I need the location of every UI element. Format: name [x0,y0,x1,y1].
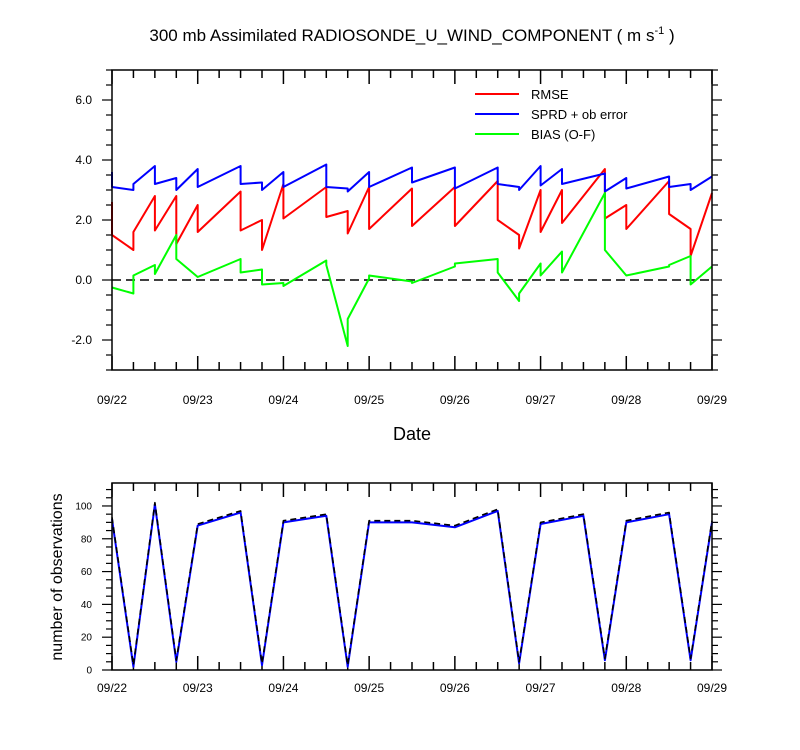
y-tick-label: 60 [81,567,93,578]
x-tick-label: 09/29 [697,393,727,407]
x-tick-label: 09/29 [697,681,727,695]
x-tick-label: 09/24 [268,681,298,695]
y-tick-label: 2.0 [75,213,92,227]
y-tick-label: 80 [81,534,93,545]
x-tick-label: 09/26 [440,681,470,695]
legend-label: BIAS (O-F) [531,127,595,142]
x-tick-label: 09/26 [440,393,470,407]
top-x-tick-labels: 09/22 09/23 09/24 09/25 09/26 09/27 09/28 09/29 [97,393,727,407]
y-tick-label: 0.0 [75,273,92,287]
y-tick-label: 4.0 [75,153,92,167]
y-tick-label: 20 [81,633,93,644]
bottom-x-tick-labels: 09/22 09/23 09/24 09/25 09/26 09/27 09/28 09/29 [97,681,727,695]
x-tick-label: 09/25 [354,681,384,695]
series-line-observations-dashed [111,501,713,666]
title-text: 300 mb Assimilated RADIOSONDE_U_WIND_COM… [149,26,654,45]
x-tick-label: 09/28 [611,681,641,695]
top-chart-ticks [102,69,722,371]
y-axis-label: number of observations [49,493,66,660]
x-axis-label: Date [393,424,431,444]
bottom-chart-frame [111,482,713,671]
bottom-chart-series [111,501,713,668]
legend: RMSE SPRD + ob error BIAS (O-F) [475,87,628,142]
y-tick-label: 6.0 [75,93,92,107]
x-tick-label: 09/23 [183,393,213,407]
top-chart-series [111,163,713,347]
top-chart-frame [111,69,713,371]
chart-title: 300 mb Assimilated RADIOSONDE_U_WIND_COM… [149,25,674,45]
x-tick-label: 09/27 [526,681,556,695]
bottom-chart-ticks [102,483,722,671]
y-tick-label: -2.0 [71,333,92,347]
x-tick-label: 09/25 [354,393,384,407]
y-tick-label: 0 [86,666,92,677]
x-tick-label: 09/23 [183,681,213,695]
title-close: ) [664,26,674,45]
series-line-bias-o-f [111,192,713,347]
y-tick-label: 100 [75,501,92,512]
series-line-sprd-ob-error [111,163,713,193]
x-tick-label: 09/24 [268,393,298,407]
bottom-y-tick-labels: 0 20 40 60 80 100 [75,501,92,676]
x-tick-label: 09/28 [611,393,641,407]
y-tick-label: 40 [81,600,93,611]
legend-label: RMSE [531,87,569,102]
top-y-tick-labels: -2.0 0.0 2.0 4.0 6.0 [71,93,92,347]
series-line-observations [111,503,713,668]
title-unit-exponent: -1 [654,25,664,37]
x-tick-label: 09/22 [97,393,127,407]
x-tick-label: 09/22 [97,681,127,695]
legend-label: SPRD + ob error [531,107,628,122]
x-tick-label: 09/27 [526,393,556,407]
